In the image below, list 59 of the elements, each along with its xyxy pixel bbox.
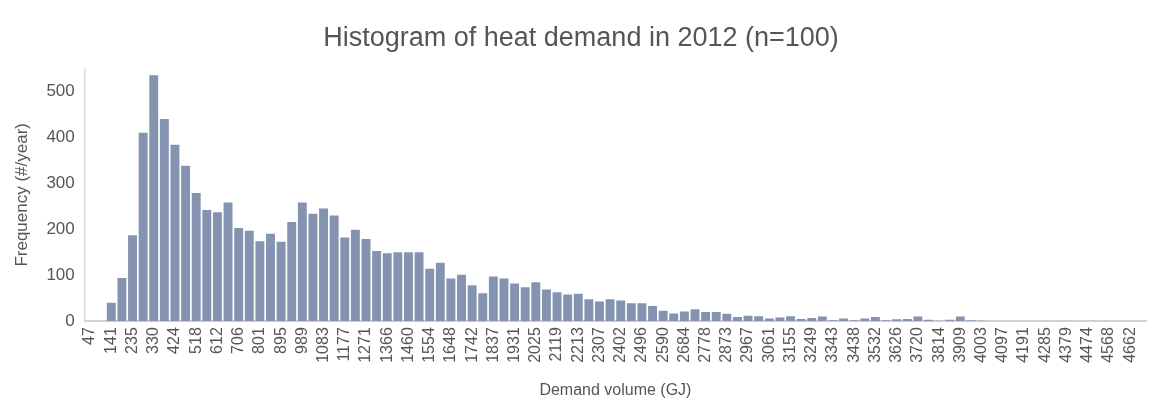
- x-tick-label: 3155: [780, 327, 798, 363]
- chart-title: Histogram of heat demand in 2012 (n=100): [323, 21, 839, 52]
- x-tick-label: 1554: [420, 327, 438, 363]
- x-tick-label: 1742: [462, 327, 480, 363]
- x-tick-label: 4097: [993, 327, 1011, 363]
- x-tick-label: 3626: [887, 327, 905, 363]
- x-tick-label: 4285: [1035, 327, 1053, 363]
- x-tick-label: 895: [271, 327, 289, 354]
- x-tick-label: 706: [229, 327, 247, 354]
- x-tick-label: 1271: [356, 327, 374, 363]
- x-tick-label: 47: [80, 327, 98, 345]
- x-tick-label: 1648: [441, 327, 459, 363]
- x-tick-label: 3720: [908, 327, 926, 363]
- x-tick-label: 2402: [611, 327, 629, 363]
- x-tick-label: 4474: [1078, 327, 1096, 363]
- y-tick-label: 200: [46, 218, 75, 238]
- x-axis-title: Demand volume (GJ): [539, 380, 692, 398]
- y-tick-label: 400: [46, 127, 75, 147]
- x-tick-label: 235: [122, 327, 140, 354]
- x-tick-label: 2496: [632, 327, 650, 363]
- x-tick-label: 2684: [674, 327, 692, 363]
- x-tick-label: 801: [250, 327, 268, 354]
- x-tick-label: 3249: [802, 327, 820, 363]
- x-tick-label: 4191: [1014, 327, 1032, 363]
- x-tick-label: 518: [186, 327, 204, 354]
- x-tick-label: 4662: [1120, 327, 1138, 363]
- x-tick-label: 1366: [377, 327, 395, 363]
- x-tick-label: 141: [101, 327, 119, 354]
- y-tick-label: 0: [65, 310, 75, 330]
- x-tick-label: 2119: [547, 327, 565, 362]
- y-axis-title: Frequency (#/year): [11, 122, 31, 267]
- x-tick-label: 330: [144, 327, 162, 354]
- x-tick-label: 612: [207, 327, 225, 354]
- x-tick-label: 2873: [717, 327, 735, 363]
- x-tick-label: 3532: [865, 327, 883, 363]
- x-tick-label: 3438: [844, 327, 862, 363]
- x-tick-label: 2025: [526, 327, 544, 363]
- x-tick-label: 1083: [313, 327, 331, 363]
- x-tick-label: 2778: [696, 327, 714, 363]
- x-tick-label: 3909: [950, 327, 968, 363]
- x-tick-label: 3814: [929, 327, 947, 363]
- x-tick-label: 1931: [504, 327, 522, 363]
- x-tick-label: 1460: [398, 327, 416, 363]
- x-tick-label: 1837: [483, 327, 501, 363]
- x-tick-label: 2213: [568, 327, 586, 363]
- x-tick-label: 4379: [1056, 327, 1074, 363]
- y-tick-label: 100: [46, 264, 75, 284]
- x-tick-label: 1177: [335, 327, 353, 362]
- x-tick-label: 3061: [759, 327, 777, 363]
- x-tick-label: 2967: [738, 327, 756, 363]
- x-tick-label: 3343: [823, 327, 841, 363]
- x-tick-label: 4003: [971, 327, 989, 363]
- x-tick-label: 2590: [653, 327, 671, 363]
- y-tick-label: 500: [46, 81, 75, 101]
- x-tick-label: 989: [292, 327, 310, 354]
- x-tick-label: 424: [165, 327, 183, 354]
- y-tick-label: 300: [46, 173, 75, 192]
- x-tick-label: 4568: [1099, 327, 1117, 363]
- x-tick-label: 2307: [589, 327, 607, 363]
